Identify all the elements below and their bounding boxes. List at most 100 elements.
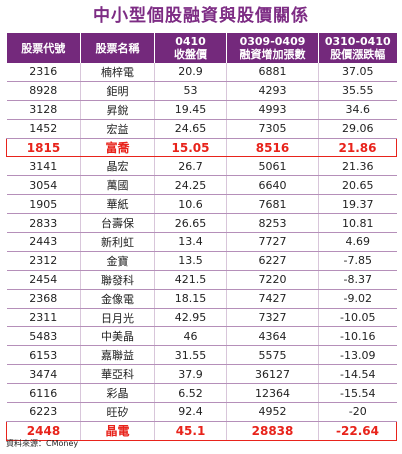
close-price-cell: 13.5 — [154, 251, 227, 271]
margin-increase-cell: 7427 — [226, 289, 319, 309]
margin-increase-cell: 4364 — [226, 326, 319, 347]
stock-name-cell: 鉅明 — [80, 81, 155, 101]
price-change-cell: -10.16 — [318, 326, 397, 347]
stock-name-cell: 萬國 — [80, 175, 155, 196]
price-change-cell: 19.37 — [318, 194, 397, 215]
close-price-cell: 37.9 — [154, 364, 227, 385]
source-note: 資料來源：CMoney — [6, 439, 79, 448]
stock-code-cell: 1905 — [6, 194, 81, 215]
close-price-cell: 42.95 — [154, 308, 227, 328]
price-change-cell: 20.65 — [318, 175, 397, 196]
close-price-cell: 53 — [154, 81, 227, 101]
stock-name-cell: 旺矽 — [80, 402, 155, 422]
close-price-cell: 10.6 — [154, 194, 227, 215]
table-row-highlighted: 1815 富喬 15.05 8516 21.86 — [6, 137, 397, 158]
table-row: 8928 鉅明 53 4293 35.55 — [6, 81, 397, 101]
table-row: 2311 日月光 42.95 7327 -10.05 — [6, 308, 397, 328]
table-row: 2312 金寶 13.5 6227 -7.85 — [6, 251, 397, 271]
table-row: 6223 旺矽 92.4 4952 -20 — [6, 402, 397, 422]
margin-increase-cell: 7727 — [226, 232, 319, 252]
stock-code-cell: 2368 — [6, 289, 81, 309]
stock-name-cell: 金像電 — [80, 289, 155, 309]
stock-name-cell: 聯發科 — [80, 270, 155, 290]
stock-name-cell: 日月光 — [80, 308, 155, 328]
stock-code-cell: 2316 — [6, 63, 81, 82]
price-change-cell: -8.37 — [318, 270, 397, 290]
close-price-cell: 31.55 — [154, 345, 227, 366]
table-row: 3128 昇銳 19.45 4993 34.6 — [6, 100, 397, 120]
stock-name-cell: 富喬 — [80, 137, 155, 158]
header-margin-line1: 0309-0409 — [239, 35, 306, 48]
price-change-cell: 21.36 — [318, 156, 397, 177]
margin-increase-cell: 28838 — [226, 420, 319, 441]
stock-name-cell: 彩晶 — [80, 383, 155, 404]
price-change-cell: -15.54 — [318, 383, 397, 404]
close-price-cell: 26.7 — [154, 156, 227, 177]
stock-code-cell: 2311 — [6, 308, 81, 328]
stock-code-cell: 3128 — [6, 100, 81, 120]
margin-increase-cell: 4993 — [226, 100, 319, 120]
margin-increase-cell: 7681 — [226, 194, 319, 215]
margin-increase-cell: 6881 — [226, 63, 319, 82]
price-change-cell: -20 — [318, 402, 397, 422]
stock-name-cell: 楠梓電 — [80, 63, 155, 82]
margin-increase-cell: 7327 — [226, 308, 319, 328]
stock-name-cell: 華亞科 — [80, 364, 155, 385]
stock-name-cell: 金寶 — [80, 251, 155, 271]
stock-code-cell: 2448 — [6, 420, 81, 441]
price-change-cell: 21.86 — [318, 137, 397, 158]
stock-code-cell: 6223 — [6, 402, 81, 422]
margin-increase-cell: 12364 — [226, 383, 319, 404]
close-price-cell: 18.15 — [154, 289, 227, 309]
margin-increase-cell: 5061 — [226, 156, 319, 177]
close-price-cell: 92.4 — [154, 402, 227, 422]
price-change-cell: 10.81 — [318, 213, 397, 234]
table-row: 2454 聯發科 421.5 7220 -8.37 — [6, 270, 397, 290]
stock-code-cell: 3141 — [6, 156, 81, 177]
table-row: 2443 新利虹 13.4 7727 4.69 — [6, 232, 397, 252]
stock-name-cell: 台壽保 — [80, 213, 155, 234]
table-row: 1452 宏益 24.65 7305 29.06 — [6, 119, 397, 139]
header-change: 0310-0410 股價漲跌幅 — [318, 33, 397, 63]
close-price-cell: 19.45 — [154, 100, 227, 120]
close-price-cell: 421.5 — [154, 270, 227, 290]
header-close: 0410 收盤價 — [154, 33, 227, 63]
price-change-cell: -9.02 — [318, 289, 397, 309]
margin-increase-cell: 6227 — [226, 251, 319, 271]
stock-code-cell: 3474 — [6, 364, 81, 385]
stock-code-cell: 1815 — [6, 137, 81, 158]
header-row: 股票代號 股票名稱 0410 收盤價 0309-0409 融資增加張數 0310… — [6, 33, 397, 63]
header-code: 股票代號 — [6, 33, 81, 63]
stock-code-cell: 1452 — [6, 119, 81, 139]
stock-name-cell: 晶電 — [80, 420, 155, 441]
stock-code-cell: 8928 — [6, 81, 81, 101]
close-price-cell: 24.65 — [154, 119, 227, 139]
price-change-cell: 29.06 — [318, 119, 397, 139]
table-row: 6153 嘉聯益 31.55 5575 -13.09 — [6, 345, 397, 366]
close-price-cell: 20.9 — [154, 63, 227, 82]
close-price-cell: 45.1 — [154, 420, 227, 441]
table-row: 2833 台壽保 26.65 8253 10.81 — [6, 213, 397, 234]
margin-increase-cell: 4952 — [226, 402, 319, 422]
margin-increase-cell: 6640 — [226, 175, 319, 196]
close-price-cell: 24.25 — [154, 175, 227, 196]
margin-increase-cell: 8516 — [226, 137, 319, 158]
chart-title: 中小型個股融資與股價關係 — [93, 6, 309, 26]
close-price-cell: 15.05 — [154, 137, 227, 158]
margin-increase-cell: 5575 — [226, 345, 319, 366]
stock-code-cell: 5483 — [6, 326, 81, 347]
table-row: 3141 晶宏 26.7 5061 21.36 — [6, 156, 397, 177]
stock-name-cell: 新利虹 — [80, 232, 155, 252]
stock-code-cell: 2312 — [6, 251, 81, 271]
stock-name-cell: 華紙 — [80, 194, 155, 215]
stock-name-cell: 昇銳 — [80, 100, 155, 120]
price-change-cell: 4.69 — [318, 232, 397, 252]
header-margin: 0309-0409 融資增加張數 — [226, 33, 319, 63]
stock-code-cell: 2443 — [6, 232, 81, 252]
table-row: 3474 華亞科 37.9 36127 -14.54 — [6, 364, 397, 385]
table-row: 5483 中美晶 46 4364 -10.16 — [6, 326, 397, 347]
header-code-line1: 股票代號 — [21, 41, 66, 55]
stock-code-cell: 2454 — [6, 270, 81, 290]
header-margin-line2: 融資增加張數 — [239, 48, 306, 61]
